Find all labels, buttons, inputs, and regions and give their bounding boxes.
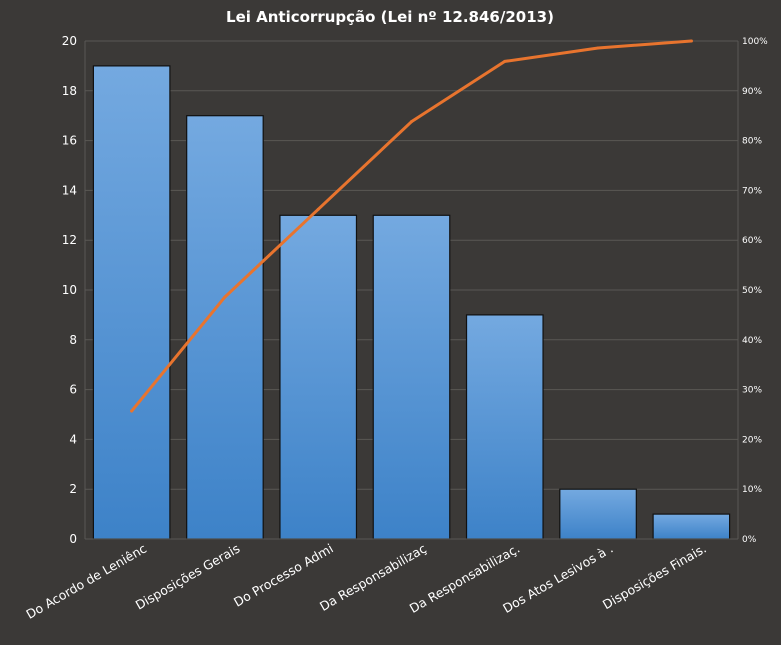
y2-tick-label: 80% [742, 137, 762, 147]
line-layer [130, 39, 693, 413]
bar [559, 488, 637, 540]
y2-tick-label: 90% [742, 87, 762, 97]
y-tick-label: 4 [69, 432, 77, 446]
bar [372, 214, 451, 540]
bar [92, 65, 171, 540]
y-tick-label: 16 [62, 134, 77, 148]
y-tick-label: 10 [62, 283, 77, 297]
y-tick-label: 2 [69, 482, 77, 496]
x-tick-label: Do Acordo de Leniênc [23, 541, 149, 622]
y2-tick-label: 20% [742, 435, 762, 445]
x-tick-label: Disposições Finais. [600, 541, 709, 613]
y2-tick-label: 50% [742, 286, 762, 296]
y2-tick-label: 0% [742, 535, 757, 545]
y2-tick-label: 40% [742, 336, 762, 346]
line-point [316, 207, 320, 211]
y-tick-label: 6 [69, 383, 77, 397]
bar [652, 513, 731, 540]
y-tick-label: 20 [62, 34, 77, 48]
y2-tick-label: 10% [742, 485, 762, 495]
x-tick-label: Disposições Gerais [133, 541, 243, 613]
line-point [596, 46, 600, 50]
line-point [223, 295, 227, 299]
chart-title: Lei Anticorrupção (Lei nº 12.846/2013) [226, 8, 554, 26]
bar [465, 314, 544, 540]
y-tick-label: 14 [62, 183, 77, 197]
y2-tick-label: 30% [742, 386, 762, 396]
bar [279, 214, 358, 540]
line-point [130, 409, 134, 413]
y2-tick-label: 70% [742, 186, 762, 196]
y-tick-label: 0 [69, 532, 77, 546]
y2-tick-label: 60% [742, 236, 762, 246]
line-point [689, 39, 693, 43]
y-tick-label: 8 [69, 333, 77, 347]
y-tick-label: 12 [62, 233, 77, 247]
line-point [410, 120, 413, 124]
line-point [503, 59, 507, 63]
bar-layer [92, 65, 731, 540]
y2-tick-label: 100% [742, 37, 768, 47]
y-tick-label: 18 [62, 84, 77, 98]
